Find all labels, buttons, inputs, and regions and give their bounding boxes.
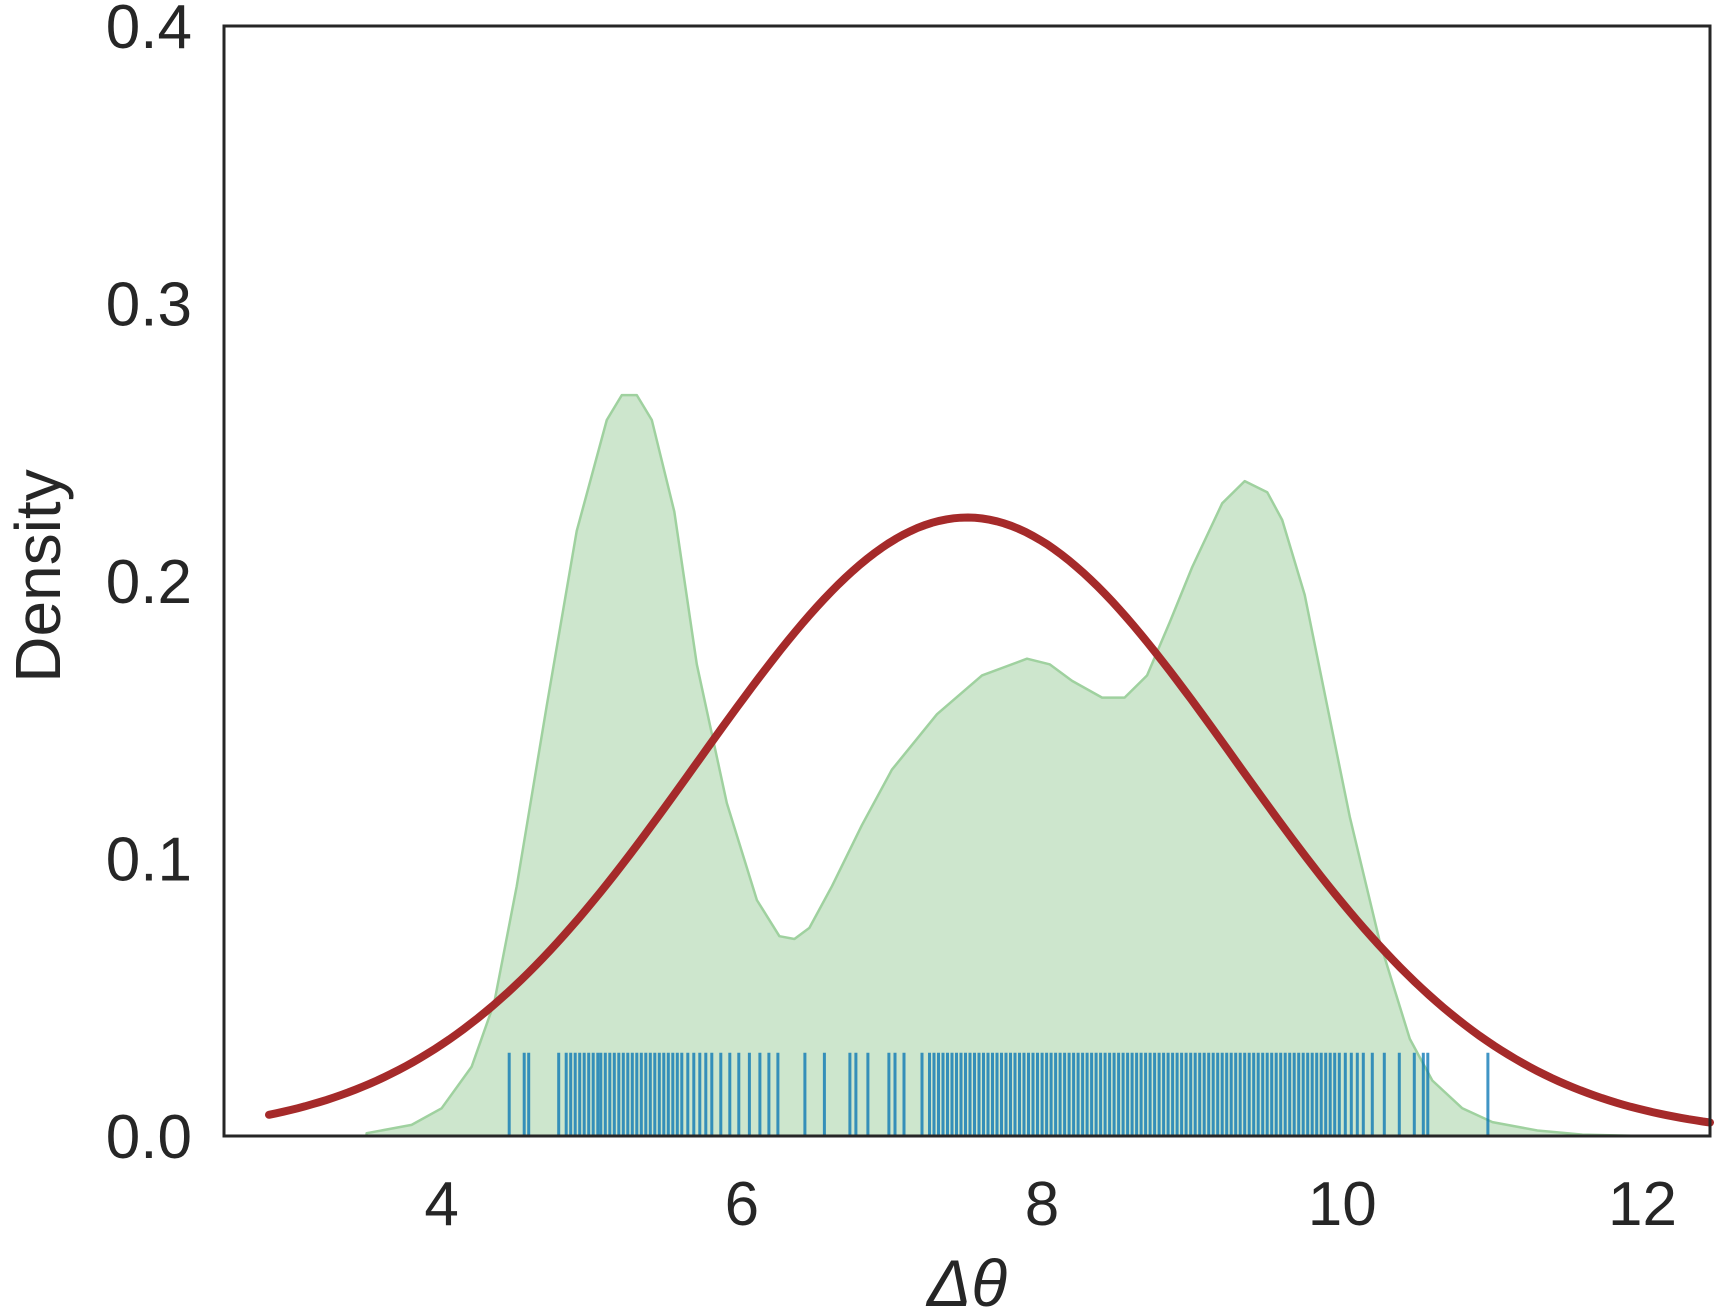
rug-layer bbox=[507, 1052, 1490, 1136]
x-tick-label: 12 bbox=[1608, 1170, 1677, 1239]
y-tick-label: 0.3 bbox=[106, 271, 192, 340]
y-tick-label: 0.4 bbox=[106, 0, 192, 62]
y-tick-labels: 0.0 0.1 0.2 0.3 0.4 bbox=[106, 0, 192, 1172]
y-tick-label: 0.2 bbox=[106, 548, 192, 617]
y-tick-label: 0.0 bbox=[106, 1103, 192, 1172]
x-tick-labels: 4 6 8 10 12 bbox=[424, 1170, 1677, 1239]
kde-layer bbox=[365, 393, 1644, 1138]
y-tick-label: 0.1 bbox=[106, 826, 192, 895]
kde-area bbox=[365, 393, 1644, 1138]
x-axis-label: Δθ bbox=[925, 1246, 1007, 1314]
x-tick-label: 8 bbox=[1025, 1170, 1059, 1239]
x-tick-label: 6 bbox=[725, 1170, 759, 1239]
normal-fit-line bbox=[265, 513, 1714, 1127]
plot-frame bbox=[222, 24, 1712, 1138]
x-tick-label: 10 bbox=[1308, 1170, 1377, 1239]
x-tick-label: 4 bbox=[424, 1170, 458, 1239]
y-axis-label: Density bbox=[2, 469, 74, 682]
fit-layer bbox=[265, 513, 1714, 1127]
